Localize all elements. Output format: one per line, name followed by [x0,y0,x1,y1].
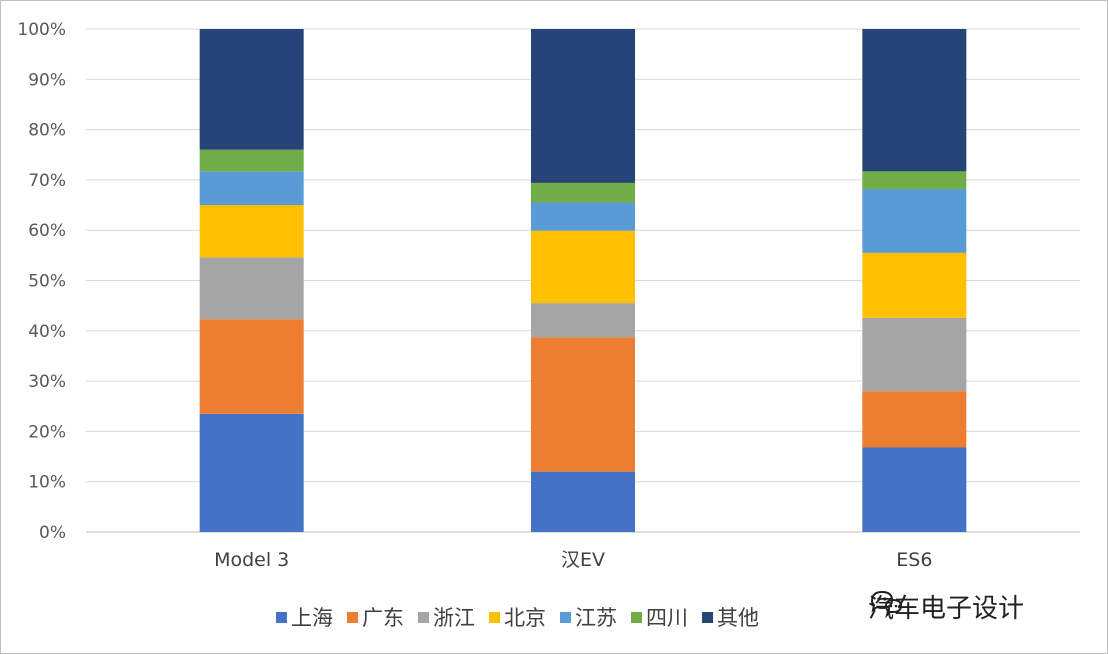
y-tick-label: 100% [17,20,66,40]
x-tick-label: Model 3 [214,549,289,571]
y-tick-label: 0% [39,523,66,543]
legend-swatch [347,611,358,623]
y-tick-label: 80% [28,121,66,141]
legend-label: 浙江 [433,606,475,630]
watermark: 汽车电子设计 [868,588,1024,625]
legend-label: 江苏 [575,606,617,630]
bar-segment [531,29,635,183]
bar-segment [199,319,304,414]
x-tick-label: ES6 [896,549,932,571]
bar-segment [862,391,967,448]
legend-item: 广东 [347,602,404,632]
legend-item: 其他 [702,602,759,632]
y-tick-label: 50% [28,272,66,292]
bar-segment [531,471,635,532]
legend-swatch [276,611,287,623]
bar-segment [862,29,967,172]
bar-segment [862,447,967,532]
legend-item: 江苏 [560,602,617,632]
y-tick-label: 20% [28,422,66,442]
bar-segment [199,149,304,172]
bar-segment [199,205,304,258]
legend-label: 广东 [362,606,404,630]
legend-item: 四川 [631,602,688,632]
y-tick-label: 40% [28,322,66,342]
legend-label: 四川 [646,606,688,630]
y-tick-label: 90% [28,70,66,90]
y-tick-label: 70% [28,171,66,191]
legend-label: 其他 [717,606,759,630]
bar-segment [531,337,635,472]
bar-segment [199,257,304,320]
bar-segment [862,188,967,253]
watermark-text: 汽车电子设计 [868,594,1025,624]
bar-segment [199,29,304,150]
y-tick-label: 30% [28,372,66,392]
wechat-bubble-icon [870,590,903,618]
bar-segment [531,202,635,231]
y-tick-label: 10% [28,473,66,493]
chart-legend: 上海 广东 浙江 北京 江苏 四川 其他 [276,602,759,632]
legend-swatch [418,611,429,623]
bar-segment [199,413,304,532]
y-tick-label: 60% [28,221,66,241]
legend-swatch [702,611,713,623]
legend-item: 上海 [276,602,333,632]
legend-item: 浙江 [418,602,475,632]
bar-segment [531,182,635,203]
legend-label: 上海 [291,606,333,630]
legend-swatch [631,611,642,623]
bar-segment [862,252,967,318]
bar-segment [531,230,635,304]
bar-segment [862,317,967,392]
bar-segment [199,171,304,206]
x-tick-label: 汉EV [561,549,605,571]
legend-swatch [489,611,500,623]
bar-segment [862,171,967,189]
legend-swatch [560,611,571,623]
legend-label: 北京 [504,606,546,630]
legend-item: 北京 [489,602,546,632]
bar-segment [531,303,635,338]
